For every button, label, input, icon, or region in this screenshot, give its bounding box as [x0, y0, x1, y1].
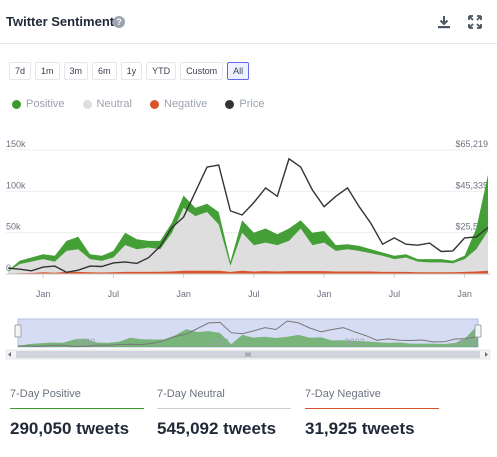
y-tick-label: 100k — [6, 180, 26, 190]
x-tick-label: Jan — [317, 289, 332, 299]
range-button-1y[interactable]: 1y — [120, 62, 143, 80]
stat-divider-neutral — [157, 408, 291, 409]
stat-divider-positive — [10, 408, 144, 409]
y-right-tick-label: $45,335 — [455, 180, 488, 190]
legend-dot-neutral — [82, 99, 92, 109]
navigator-price-line — [17, 320, 479, 348]
legend-label-neutral: Neutral — [96, 98, 132, 110]
expand-icon[interactable] — [467, 14, 483, 30]
stat-label-neutral: 7-Day Neutral — [157, 388, 225, 400]
legend-dot-price — [225, 99, 235, 109]
legend-item-positive[interactable]: Positive — [12, 98, 65, 110]
legend-label-positive: Positive — [26, 98, 65, 110]
stat-divider-negative — [305, 408, 439, 409]
legend-dot-positive — [12, 99, 21, 109]
stat-negative: 7-Day Negative 31,925 tweets — [305, 388, 439, 439]
x-tick-label: Jul — [389, 289, 401, 299]
x-tick-label: Jul — [248, 289, 260, 299]
stat-label-negative: 7-Day Negative — [305, 388, 381, 400]
scroll-left-arrow-icon[interactable] — [8, 352, 11, 357]
legend-item-neutral[interactable]: Neutral — [82, 98, 132, 110]
x-tick-label: Jul — [108, 289, 120, 299]
range-navigator[interactable]: 2020 2021 2022 2023 — [0, 317, 497, 363]
y-tick-label: 150k — [6, 140, 26, 149]
range-selector: 7d 1m 3m 6m 1y YTD Custom All — [9, 62, 250, 80]
chart-title: Twitter Sentiment — [6, 14, 115, 29]
stat-value-negative: 31,925 tweets — [305, 419, 415, 438]
legend-dot-negative — [150, 99, 159, 109]
chart-header: Twitter Sentiment ? — [0, 0, 497, 44]
range-button-ytd[interactable]: YTD — [146, 62, 177, 80]
navigator-tick-label: 2020 — [75, 337, 95, 347]
range-button-7d[interactable]: 7d — [9, 62, 32, 80]
x-tick-label: Jan — [36, 289, 51, 299]
legend-label-price: Price — [239, 98, 265, 110]
stat-label-positive: 7-Day Positive — [10, 388, 81, 400]
question-circle-icon[interactable]: ? — [113, 16, 125, 28]
range-button-all[interactable]: All — [227, 62, 250, 80]
x-tick-label: Jan — [457, 289, 472, 299]
navigator-left-handle[interactable] — [14, 324, 22, 338]
sentiment-chart: 150k100k50k0$65,219$45,335$25,531$5,687J… — [6, 140, 490, 299]
y-right-tick-label: $65,219 — [455, 140, 488, 149]
y-right-tick-label: $25,531 — [455, 222, 488, 232]
navigator-tick-label: 2022 — [345, 337, 365, 347]
navigator-positive-area — [18, 324, 478, 347]
legend-item-negative[interactable]: Negative — [150, 98, 207, 110]
legend-item-price[interactable]: Price — [225, 98, 264, 110]
chart-legend: Positive Neutral Negative Price — [12, 98, 264, 110]
scroll-right-arrow-icon[interactable] — [485, 352, 488, 357]
range-button-6m[interactable]: 6m — [92, 62, 117, 80]
series-price-line — [7, 157, 489, 274]
range-button-custom[interactable]: Custom — [180, 62, 224, 80]
range-button-3m[interactable]: 3m — [63, 62, 89, 80]
series-negative-area — [8, 270, 488, 274]
navigator-right-handle[interactable] — [474, 324, 482, 338]
stat-neutral: 7-Day Neutral 545,092 tweets — [157, 388, 291, 439]
scroll-grip-icon — [245, 352, 251, 357]
x-tick-label: Jan — [176, 289, 191, 299]
series-neutral-area — [8, 207, 488, 274]
stat-value-neutral: 545,092 tweets — [157, 419, 277, 438]
navigator-tick-label: 2021 — [210, 337, 230, 347]
y-tick-label: 50k — [6, 222, 21, 232]
legend-label-negative: Negative — [164, 98, 208, 110]
stat-positive: 7-Day Positive 290,050 tweets — [10, 388, 144, 439]
navigator-tick-label: 2023 — [457, 337, 477, 347]
range-button-1m[interactable]: 1m — [35, 62, 60, 80]
stat-value-positive: 290,050 tweets — [10, 419, 130, 438]
download-icon[interactable] — [436, 14, 452, 30]
